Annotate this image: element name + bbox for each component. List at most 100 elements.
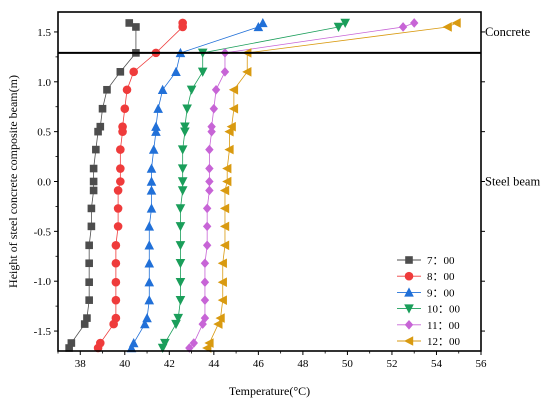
- data-point: [228, 84, 239, 95]
- legend-item: 10：00: [397, 304, 460, 316]
- legend-marker: [404, 304, 414, 314]
- data-point: [113, 204, 123, 213]
- series-4: [157, 18, 350, 354]
- data-point: [111, 295, 121, 305]
- data-point: [113, 186, 123, 195]
- x-tick-label: 40: [119, 358, 131, 370]
- series-3: [126, 17, 268, 353]
- data-point: [197, 67, 208, 77]
- data-point: [144, 277, 155, 287]
- data-point: [146, 176, 157, 186]
- data-point: [126, 343, 137, 353]
- x-tick-label: 56: [476, 358, 488, 370]
- data-point: [175, 295, 186, 306]
- data-point: [85, 259, 93, 268]
- series-line: [68, 22, 137, 349]
- data-point: [92, 145, 100, 154]
- x-tick-label: 48: [297, 358, 309, 370]
- data-point: [202, 203, 212, 214]
- data-point: [178, 22, 187, 32]
- legend-item: 7：00: [397, 255, 455, 267]
- data-point: [219, 221, 230, 232]
- y-tick-label: 0.0: [37, 177, 51, 189]
- data-point: [177, 177, 188, 187]
- data-point: [153, 103, 163, 113]
- data-point: [157, 84, 168, 94]
- legend-marker: [405, 256, 413, 264]
- legend-marker: [404, 287, 414, 297]
- y-tick-label: -1.0: [34, 276, 52, 288]
- data-point: [219, 203, 230, 214]
- data-point: [258, 17, 268, 28]
- data-point: [180, 122, 190, 132]
- data-point: [122, 85, 132, 95]
- legend-label: 12：00: [427, 336, 460, 348]
- data-point: [85, 241, 93, 250]
- data-point: [175, 222, 186, 232]
- legend-marker: [404, 320, 414, 330]
- x-tick-label: 44: [208, 358, 220, 370]
- data-point: [116, 68, 125, 76]
- data-point: [144, 240, 155, 250]
- data-point: [151, 126, 161, 136]
- data-point: [94, 127, 102, 136]
- data-point: [129, 67, 138, 77]
- y-axis-title: Height of steel concrete composite beam(…: [6, 75, 20, 288]
- data-point: [185, 343, 194, 353]
- data-point: [209, 103, 219, 114]
- y-tick-label: -0.5: [34, 226, 52, 238]
- data-point: [333, 22, 344, 32]
- data-point: [111, 277, 121, 287]
- data-point: [98, 104, 107, 113]
- data-point: [144, 295, 155, 305]
- data-point: [142, 313, 152, 323]
- series-line: [97, 22, 184, 349]
- series-2: [93, 18, 187, 353]
- legend-label: 8：00: [427, 271, 455, 283]
- series-line: [162, 22, 346, 349]
- data-point: [205, 163, 214, 174]
- data-point: [175, 241, 186, 251]
- data-point: [211, 84, 221, 95]
- data-point: [116, 164, 125, 173]
- data-point: [171, 66, 181, 77]
- y-tick-label: 1.5: [37, 27, 51, 39]
- data-point: [228, 103, 239, 114]
- data-point: [116, 145, 125, 154]
- x-tick-label: 46: [253, 358, 265, 370]
- data-point: [83, 314, 91, 322]
- data-point: [205, 185, 214, 196]
- series-1: [65, 19, 140, 352]
- data-point: [217, 258, 227, 269]
- legend-label: 7：00: [427, 255, 455, 267]
- data-point: [146, 185, 157, 195]
- data-point: [125, 19, 134, 27]
- legend-item: 9：00: [397, 287, 455, 299]
- data-point: [148, 144, 159, 154]
- x-tick-label: 52: [386, 358, 397, 370]
- data-point: [198, 319, 207, 329]
- data-point: [103, 85, 111, 94]
- data-point: [175, 259, 186, 269]
- legend-label: 10：00: [427, 304, 460, 316]
- data-point: [205, 176, 214, 187]
- data-point: [340, 18, 350, 28]
- data-point: [89, 186, 98, 195]
- plot-area: 38 40 42 44 46 48 50 52 54 56 -1.5 -1.0 -0.5 0.0 0.5 1.…: [34, 11, 488, 370]
- data-point: [65, 344, 73, 352]
- data-point: [113, 222, 123, 231]
- data-point: [219, 185, 230, 196]
- data-point: [85, 278, 93, 287]
- legend-label: 9：00: [427, 287, 455, 299]
- data-point: [175, 278, 186, 288]
- data-point: [144, 221, 155, 231]
- data-point: [109, 319, 118, 329]
- data-point: [220, 67, 230, 77]
- data-point: [111, 258, 121, 268]
- data-point: [146, 203, 157, 213]
- data-point: [202, 221, 212, 232]
- data-point: [213, 319, 223, 329]
- legend-marker: [404, 271, 414, 281]
- data-point: [224, 126, 234, 137]
- x-tick-label: 42: [164, 358, 175, 370]
